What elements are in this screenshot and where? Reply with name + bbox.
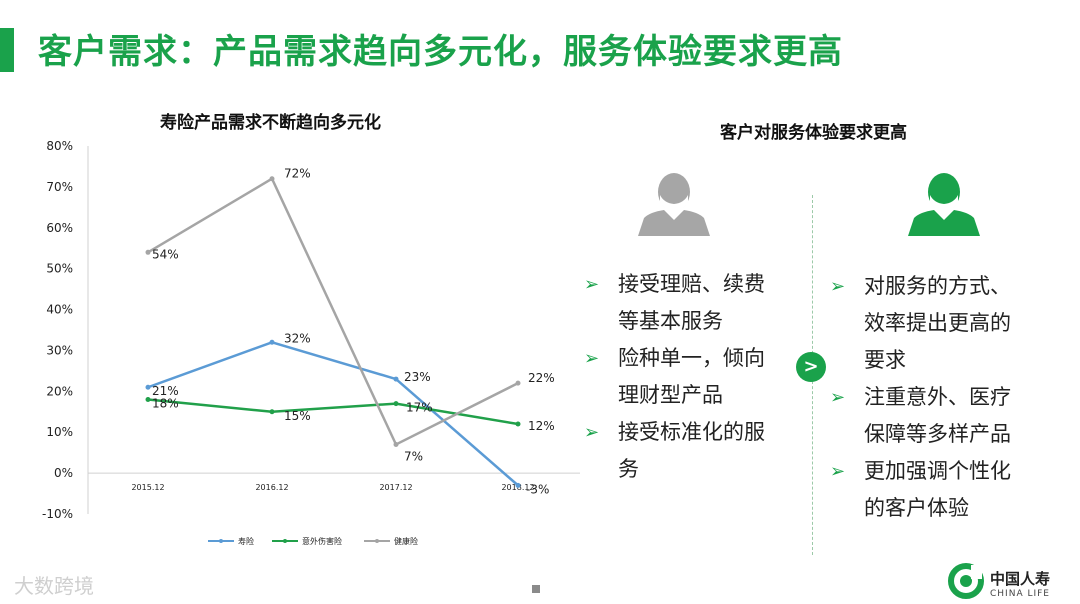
y-tick-label: 10% — [46, 425, 73, 439]
data-point — [515, 380, 521, 386]
data-point — [269, 176, 275, 182]
after-item-text: 更加强调个性化的客户体验 — [864, 459, 1011, 520]
data-point — [269, 409, 275, 415]
data-label: -3% — [526, 482, 549, 496]
china-life-logo-icon — [948, 563, 984, 599]
data-point — [515, 421, 521, 427]
data-label: 12% — [528, 419, 555, 433]
before-item: ➢ 接受标准化的服务 — [584, 414, 778, 488]
data-label: 15% — [284, 409, 311, 423]
before-item: ➢ 接受理赔、续费等基本服务 — [584, 266, 778, 340]
data-label: 54% — [152, 247, 179, 261]
arrow-right-icon: > — [796, 352, 826, 382]
watermark: 大数跨境 — [14, 574, 94, 598]
y-tick-label: 0% — [54, 466, 73, 480]
data-label: 22% — [528, 371, 555, 385]
after-item-text: 注重意外、医疗保障等多样产品 — [864, 385, 1011, 446]
data-point — [145, 249, 151, 255]
after-item: ➢ 更加强调个性化的客户体验 — [830, 453, 1024, 527]
before-service-list: ➢ 接受理赔、续费等基本服务 ➢ 险种单一，倾向理财型产品 ➢ 接受标准化的服务 — [584, 266, 778, 488]
y-tick-label: 50% — [46, 262, 73, 276]
bullet-arrow-icon: ➢ — [830, 276, 846, 297]
person-gray-icon — [638, 173, 710, 236]
logo-english-name: CHINA LIFE — [990, 589, 1050, 599]
legend-label: 意外伤害险 — [302, 536, 342, 546]
y-tick-label: 70% — [46, 180, 73, 194]
data-point — [145, 384, 151, 390]
data-point — [515, 482, 521, 488]
series-line-0 — [147, 340, 519, 487]
data-point — [393, 401, 399, 407]
legend-marker — [219, 539, 223, 543]
legend-marker — [283, 539, 287, 543]
bullet-arrow-icon: ➢ — [830, 461, 846, 482]
data-label: 23% — [404, 370, 431, 384]
data-label: 72% — [284, 167, 311, 181]
y-tick-label: 20% — [46, 384, 73, 398]
data-label: 21% — [152, 384, 179, 398]
data-point — [393, 376, 399, 382]
before-item-text: 接受理赔、续费等基本服务 — [618, 272, 765, 333]
series-line-2 — [147, 176, 519, 447]
page-title: 客户需求：产品需求趋向多元化，服务体验要求更高 — [38, 32, 843, 72]
bullet-arrow-icon: ➢ — [830, 387, 846, 408]
chart-title: 寿险产品需求不断趋向多元化 — [160, 113, 381, 133]
after-service-list: ➢ 对服务的方式、效率提出更高的要求 ➢ 注重意外、医疗保障等多样产品 ➢ 更加强调个性化… — [830, 268, 1024, 527]
title-accent-bar — [0, 28, 14, 72]
data-label: 17% — [406, 401, 433, 415]
data-label: 18% — [152, 397, 179, 411]
legend-label: 健康险 — [394, 536, 418, 546]
before-item-text: 险种单一，倾向理财型产品 — [618, 346, 765, 407]
data-point — [145, 397, 151, 403]
after-item: ➢ 注重意外、医疗保障等多样产品 — [830, 379, 1024, 453]
data-point — [393, 441, 399, 447]
after-item-text: 对服务的方式、效率提出更高的要求 — [864, 274, 1011, 372]
x-tick-label: 2016.12 — [255, 483, 288, 492]
legend-marker — [375, 539, 379, 543]
line-chart: -10% 0% 10% 20% 30% 40% 50% 60% 70% 80% 2015.12 201… — [42, 139, 580, 546]
data-label: 32% — [284, 331, 311, 345]
bullet-arrow-icon: ➢ — [584, 348, 600, 369]
legend-label: 寿险 — [238, 536, 254, 546]
y-tick-label: 30% — [46, 343, 73, 357]
y-tick-label: 80% — [46, 139, 73, 153]
before-item-text: 接受标准化的服务 — [618, 420, 765, 481]
person-green-icon — [908, 173, 980, 236]
y-tick-label: 40% — [46, 303, 73, 317]
data-label: 7% — [404, 449, 423, 463]
x-tick-label: 2017.12 — [379, 483, 412, 492]
data-point — [269, 339, 275, 345]
bullet-arrow-icon: ➢ — [584, 422, 600, 443]
before-item: ➢ 险种单一，倾向理财型产品 — [584, 340, 778, 414]
service-panel-title: 客户对服务体验要求更高 — [720, 123, 907, 143]
logo-chinese-name: 中国人寿 — [990, 570, 1051, 588]
bullet-arrow-icon: ➢ — [584, 274, 600, 295]
x-tick-label: 2015.12 — [131, 483, 164, 492]
after-item: ➢ 对服务的方式、效率提出更高的要求 — [830, 268, 1024, 379]
y-tick-label: 60% — [46, 221, 73, 235]
y-tick-label: -10% — [42, 507, 73, 521]
slide-indicator — [532, 585, 540, 593]
